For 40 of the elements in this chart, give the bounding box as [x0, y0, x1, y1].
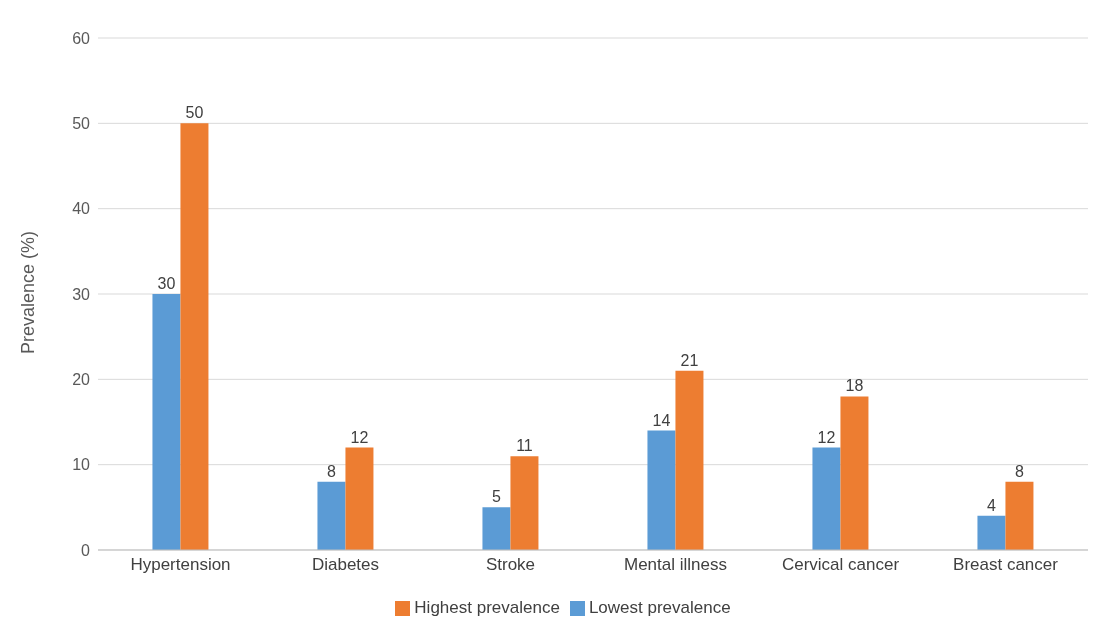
- x-tick-label: Mental illness: [624, 555, 727, 575]
- bar: [647, 430, 676, 550]
- bar: [812, 447, 841, 550]
- bar: [1005, 481, 1034, 550]
- data-label: 21: [680, 351, 699, 369]
- bar: [977, 515, 1006, 550]
- bar: [152, 294, 181, 550]
- y-tick-label: 50: [72, 115, 91, 133]
- data-label: 8: [327, 462, 336, 480]
- data-label: 14: [652, 411, 671, 429]
- data-label: 5: [492, 488, 501, 506]
- data-label: 12: [350, 428, 369, 446]
- data-label: 11: [516, 437, 533, 455]
- bar: [840, 396, 869, 550]
- y-tick-label: 40: [72, 200, 91, 218]
- y-tick-label: 60: [72, 29, 91, 47]
- bar: [317, 481, 346, 550]
- y-tick-label: 20: [72, 371, 91, 389]
- y-tick-label: 30: [72, 285, 91, 303]
- data-label: 8: [1015, 462, 1024, 480]
- data-label: 50: [185, 104, 204, 122]
- data-label: 4: [987, 496, 996, 514]
- data-label: 12: [817, 428, 836, 446]
- x-tick-label: Hypertension: [130, 555, 231, 575]
- bar: [180, 123, 209, 550]
- y-axis-title: Prevalence (%): [18, 230, 39, 354]
- y-tick-label: 0: [81, 541, 91, 559]
- x-tick-label: Diabetes: [311, 555, 380, 575]
- x-tick-label: Breast cancer: [953, 555, 1059, 575]
- legend-label: Highest prevalence: [414, 598, 560, 617]
- bar: [675, 370, 704, 550]
- data-label: 30: [157, 275, 176, 292]
- data-label: 18: [845, 377, 864, 395]
- bar: [345, 447, 374, 550]
- y-tick-label: 10: [72, 456, 91, 474]
- x-tick-label: Cervical cancer: [781, 555, 900, 575]
- bar: [482, 507, 511, 550]
- legend-label: Lowest prevalence: [588, 598, 731, 617]
- bar: [510, 456, 539, 550]
- x-tick-label: Stroke: [485, 555, 536, 575]
